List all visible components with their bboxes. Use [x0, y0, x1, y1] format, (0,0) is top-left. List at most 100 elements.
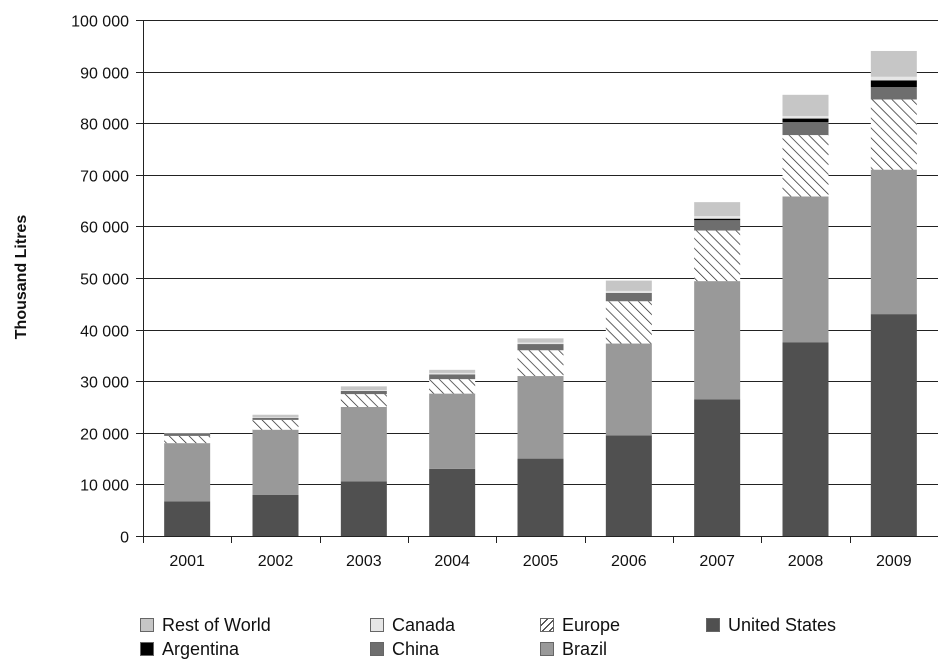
bar-segment-china: [782, 122, 829, 136]
legend-swatch: [540, 618, 554, 632]
bar-segment-europe: [252, 419, 299, 430]
y-tick-label: 100 000: [71, 14, 129, 31]
bar-segment-argentina: [694, 218, 741, 221]
axes: 0 10 000 20 000 30 000 40 000 50 000 60 000 70 …: [71, 14, 938, 570]
bar-segment-rest-of-world: [694, 202, 741, 217]
bar-segment-china: [605, 292, 652, 302]
bar-segment-brazil: [782, 196, 829, 343]
bar-segment-rest-of-world: [429, 369, 476, 373]
bar-segment-europe: [429, 379, 476, 394]
bar-segment-canada: [340, 389, 387, 392]
y-tick-label: 60 000: [80, 220, 129, 237]
legend: Rest of World Canada Europe United States Ar…: [140, 614, 930, 664]
legend-item: Canada: [370, 614, 455, 636]
bar-segment-united-states: [870, 314, 917, 536]
bar-segment-united-states: [694, 399, 741, 536]
bar-segment-china: [694, 220, 741, 231]
legend-label: Rest of World: [162, 614, 271, 635]
bar-segment-china: [517, 344, 564, 351]
bars: [164, 50, 917, 536]
bar-segment-china: [429, 374, 476, 380]
bar-segment-rest-of-world: [252, 414, 299, 418]
legend-label: Europe: [562, 614, 621, 635]
legend-label: Argentina: [162, 638, 240, 659]
bar-segment-brazil: [870, 169, 917, 315]
bar-segment-brazil: [605, 343, 652, 436]
legend-item: United States: [706, 614, 836, 636]
x-tick-label: 2005: [523, 553, 559, 570]
legend-item: Rest of World: [140, 614, 271, 636]
y-tick-label: 0: [120, 530, 129, 547]
bar-segment-europe: [605, 301, 652, 344]
bar-segment-united-states: [517, 458, 564, 536]
bar-segment-united-states: [429, 468, 476, 536]
bar-segment-canada: [605, 290, 652, 293]
bar-segment-canada: [694, 216, 741, 219]
bar-segment-united-states: [252, 494, 299, 536]
x-tick-label: 2002: [258, 553, 294, 570]
y-tick-label: 80 000: [80, 117, 129, 134]
x-tick-label: 2009: [876, 553, 912, 570]
y-tick-label: 30 000: [80, 375, 129, 392]
legend-swatch: [140, 642, 154, 656]
legend-swatch: [370, 642, 384, 656]
bar-segment-china: [164, 433, 211, 436]
bar-segment-argentina: [870, 80, 917, 88]
legend-swatch: [140, 618, 154, 632]
legend-swatch: [706, 618, 720, 632]
x-tick-label: 2007: [699, 553, 735, 570]
bar-segment-canada: [252, 417, 299, 418]
legend-label: Brazil: [562, 638, 608, 659]
bar-segment-brazil: [429, 393, 476, 469]
legend-item: Europe: [540, 614, 620, 636]
bar-segment-rest-of-world: [340, 386, 387, 390]
legend-item: Brazil: [540, 638, 607, 660]
bar-segment-rest-of-world: [782, 94, 829, 116]
x-tick-label: 2001: [169, 553, 205, 570]
bar-segment-canada: [164, 433, 211, 434]
legend-label: China: [392, 638, 440, 659]
bar-segment-china: [252, 417, 299, 420]
bar-segment-europe: [164, 435, 211, 444]
y-tick-label: 40 000: [80, 324, 129, 341]
y-tick-label: 70 000: [80, 169, 129, 186]
bar-segment-united-states: [782, 342, 829, 536]
bar-segment-europe: [340, 394, 387, 407]
y-tick-label: 50 000: [80, 272, 129, 289]
bar-segment-canada: [429, 372, 476, 375]
bar-segment-china: [870, 87, 917, 100]
x-tick-label: 2003: [346, 553, 382, 570]
bar-segment-rest-of-world: [870, 50, 917, 77]
legend-swatch: [540, 642, 554, 656]
bar-segment-united-states: [164, 501, 211, 536]
bar-segment-canada: [870, 76, 917, 81]
legend-label: United States: [728, 614, 837, 635]
bar-segment-united-states: [340, 481, 387, 536]
bar-segment-europe: [694, 230, 741, 282]
bar-segment-europe: [870, 99, 917, 170]
x-tick-label: 2004: [434, 553, 470, 570]
y-tick-label: 10 000: [80, 478, 129, 495]
bar-segment-rest-of-world: [517, 338, 564, 343]
bar-segment-canada: [782, 115, 829, 119]
legend-item: China: [370, 638, 439, 660]
bar-segment-brazil: [517, 376, 564, 459]
legend-swatch: [370, 618, 384, 632]
x-tick-label: 2008: [788, 553, 824, 570]
bar-segment-brazil: [694, 281, 741, 400]
bar-segment-brazil: [164, 443, 211, 502]
y-tick-label: 20 000: [80, 427, 129, 444]
bar-segment-argentina: [782, 118, 829, 123]
bar-segment-china: [340, 391, 387, 395]
bar-segment-united-states: [605, 435, 652, 536]
bar-segment-brazil: [252, 429, 299, 495]
bar-segment-europe: [517, 350, 564, 377]
legend-label: Canada: [392, 614, 456, 635]
y-axis-label: Thousand Litres: [13, 215, 30, 340]
bar-segment-brazil: [340, 407, 387, 482]
bar-segment-europe: [782, 135, 829, 197]
legend-item: Argentina: [140, 638, 239, 660]
x-tick-label: 2006: [611, 553, 647, 570]
y-tick-label: 90 000: [80, 66, 129, 83]
